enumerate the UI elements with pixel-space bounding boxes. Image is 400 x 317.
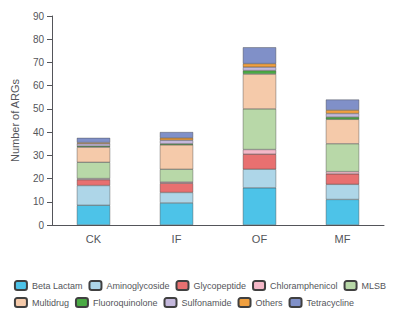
svg-text:IF: IF	[172, 233, 182, 245]
svg-text:Others: Others	[256, 298, 284, 308]
svg-text:80: 80	[33, 34, 45, 45]
svg-text:90: 90	[33, 11, 45, 22]
svg-text:30: 30	[33, 150, 45, 161]
svg-text:Number of ARGs: Number of ARGs	[9, 78, 21, 162]
svg-text:0: 0	[38, 220, 44, 231]
svg-text:Glycopeptide: Glycopeptide	[193, 281, 246, 291]
svg-text:60: 60	[33, 80, 45, 91]
svg-text:Chloramphenicol: Chloramphenicol	[270, 281, 338, 291]
svg-text:20: 20	[33, 173, 45, 184]
svg-text:50: 50	[33, 103, 45, 114]
svg-text:70: 70	[33, 57, 45, 68]
svg-text:OF: OF	[252, 233, 268, 245]
svg-text:10: 10	[33, 196, 45, 207]
svg-text:Aminoglycoside: Aminoglycoside	[106, 281, 169, 291]
svg-text:Fluoroquinolone: Fluoroquinolone	[93, 298, 158, 308]
svg-text:MF: MF	[335, 233, 351, 245]
svg-text:MLSB: MLSB	[362, 281, 387, 291]
svg-text:Beta Lactam: Beta Lactam	[32, 281, 83, 291]
svg-text:Tetracycline: Tetracycline	[307, 298, 355, 308]
svg-text:Multidrug: Multidrug	[32, 298, 69, 308]
svg-text:Sulfonamide: Sulfonamide	[181, 298, 231, 308]
svg-text:40: 40	[33, 127, 45, 138]
svg-text:CK: CK	[86, 233, 102, 245]
